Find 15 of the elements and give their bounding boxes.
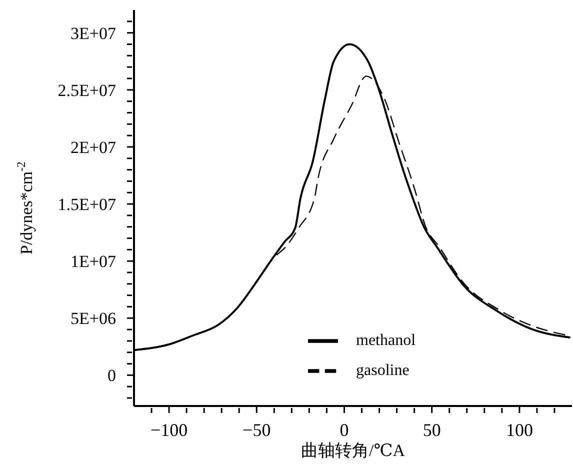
legend-label: methanol xyxy=(356,332,416,349)
x-axis-title: 曲轴转角/℃A xyxy=(300,441,406,460)
y-tick-label: 1E+07 xyxy=(70,252,116,272)
y-tick-label: 0 xyxy=(108,366,116,386)
y-tick-label: 3E+07 xyxy=(70,24,116,43)
y-tick-label: 2.5E+07 xyxy=(58,80,116,100)
legend-label: gasoline xyxy=(356,362,410,379)
x-tick-label: 50 xyxy=(422,420,441,440)
x-tick-label: −50 xyxy=(242,420,271,440)
y-tick-label: 1.5E+07 xyxy=(58,195,116,214)
x-tick-label: −100 xyxy=(150,420,188,440)
x-tick-label: 0 xyxy=(340,420,349,440)
y-tick-label: 2E+07 xyxy=(70,138,116,157)
x-tick-label: 100 xyxy=(506,420,533,440)
y-tick-label: 5E+06 xyxy=(70,309,116,328)
